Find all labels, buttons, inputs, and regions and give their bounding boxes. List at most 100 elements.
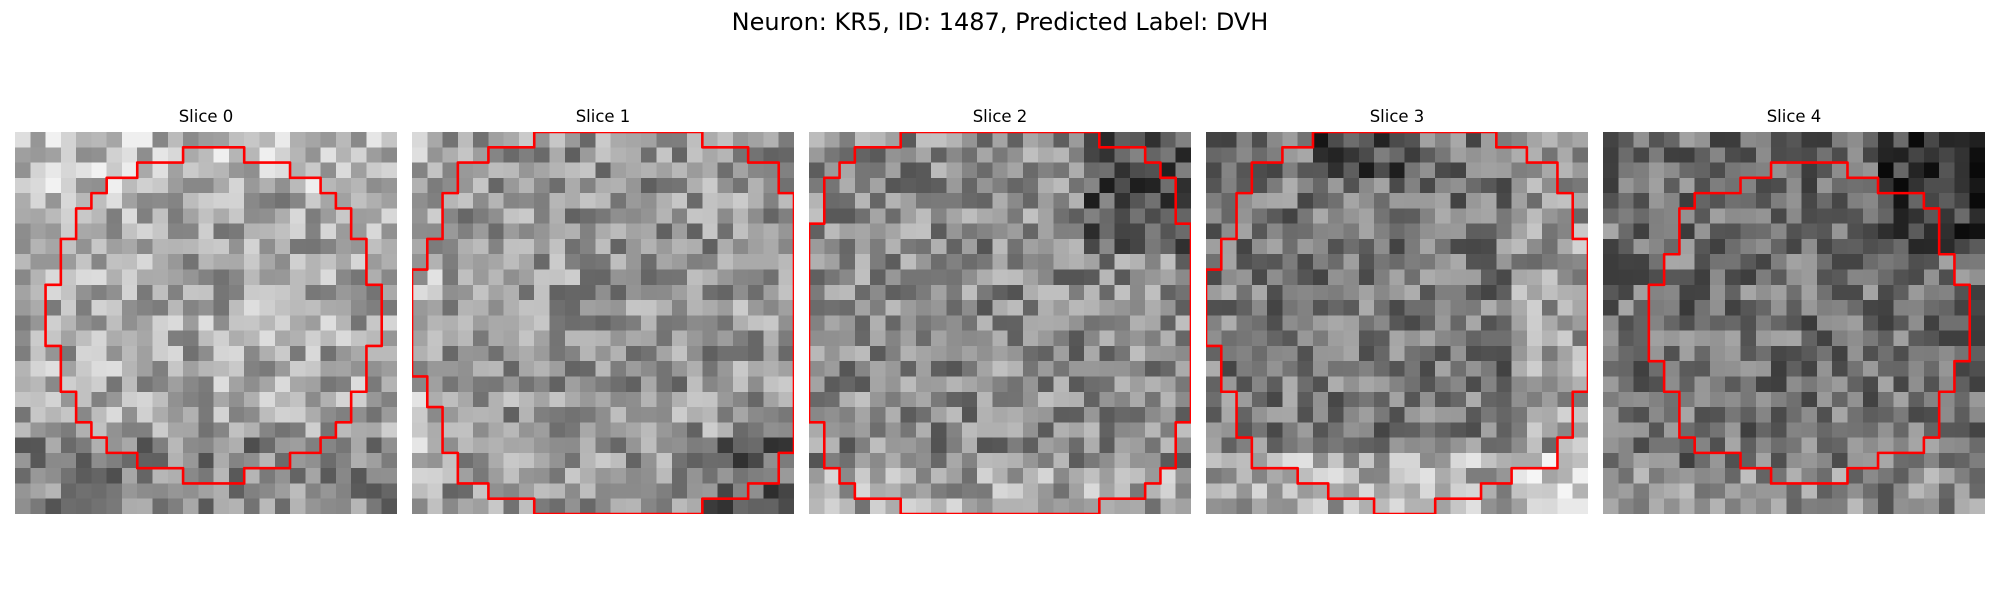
image-pixel — [1419, 238, 1436, 255]
image-pixel — [1603, 376, 1619, 393]
image-pixel — [915, 223, 932, 240]
image-pixel — [915, 422, 932, 438]
image-pixel — [1038, 208, 1054, 224]
image-pixel — [1862, 422, 1879, 438]
image-pixel — [198, 452, 214, 469]
image-pixel — [1954, 238, 1971, 255]
image-pixel — [1526, 330, 1543, 347]
image-pixel — [1053, 269, 1070, 286]
image-pixel — [137, 345, 153, 362]
image-pixel — [1740, 361, 1757, 377]
image-pixel — [518, 315, 535, 331]
image-pixel — [137, 361, 153, 377]
image-pixel — [1236, 345, 1253, 362]
image-pixel — [442, 361, 459, 377]
image-pixel — [1404, 162, 1421, 179]
image-pixel — [1465, 437, 1482, 454]
image-pixel — [1358, 300, 1375, 316]
image-pixel — [366, 483, 383, 500]
image-pixel — [748, 162, 764, 179]
image-pixel — [900, 361, 917, 377]
image-pixel — [320, 300, 337, 316]
image-pixel — [1969, 376, 1985, 393]
image-pixel — [1267, 315, 1283, 331]
image-pixel — [732, 391, 749, 408]
image-pixel — [748, 254, 764, 270]
image-pixel — [381, 315, 397, 331]
image-pixel — [457, 345, 474, 362]
image-pixel — [1969, 315, 1985, 331]
image-pixel — [1496, 223, 1512, 240]
image-pixel — [381, 422, 397, 438]
image-pixel — [1053, 361, 1070, 377]
image-pixel — [824, 483, 840, 500]
image-pixel — [442, 208, 459, 224]
image-pixel — [1694, 345, 1711, 362]
image-pixel — [1068, 238, 1085, 255]
image-pixel — [1572, 330, 1588, 347]
image-pixel — [442, 437, 459, 454]
image-pixel — [854, 177, 871, 194]
image-pixel — [671, 345, 688, 362]
image-pixel — [1664, 269, 1680, 286]
image-pixel — [1267, 223, 1283, 240]
image-pixel — [1251, 361, 1268, 377]
image-pixel — [1404, 132, 1421, 148]
image-pixel — [457, 238, 474, 255]
image-pixel — [427, 468, 443, 484]
image-pixel — [152, 315, 169, 331]
image-pixel — [1282, 315, 1298, 331]
image-pixel — [1633, 452, 1650, 469]
image-pixel — [1526, 483, 1543, 500]
image-pixel — [167, 284, 184, 301]
image-pixel — [1679, 147, 1695, 163]
image-pixel — [30, 193, 46, 209]
image-pixel — [1832, 345, 1848, 362]
image-pixel — [30, 284, 46, 301]
image-pixel — [503, 422, 520, 438]
image-pixel — [534, 483, 550, 500]
image-pixel — [152, 223, 169, 240]
image-pixel — [1312, 284, 1329, 301]
image-pixel — [503, 208, 520, 224]
image-pixel — [580, 147, 596, 163]
image-pixel — [992, 452, 1008, 469]
image-pixel — [1496, 498, 1512, 514]
image-pixel — [1221, 238, 1237, 255]
image-pixel — [228, 238, 245, 255]
image-pixel — [1007, 407, 1024, 423]
image-pixel — [1206, 147, 1222, 163]
image-pixel — [1114, 376, 1131, 393]
image-pixel — [1740, 284, 1757, 301]
image-pixel — [1374, 498, 1390, 514]
image-pixel — [595, 132, 611, 148]
image-pixel — [1786, 284, 1802, 301]
image-pixel — [1084, 208, 1100, 224]
image-pixel — [320, 147, 337, 163]
image-pixel — [1022, 452, 1039, 469]
image-pixel — [778, 361, 794, 377]
image-pixel — [15, 238, 31, 255]
image-pixel — [412, 407, 428, 423]
image-pixel — [137, 483, 153, 500]
image-pixel — [1908, 269, 1925, 286]
image-pixel — [1969, 208, 1985, 224]
image-pixel — [30, 162, 46, 179]
image-pixel — [1908, 437, 1925, 454]
image-pixel — [824, 284, 840, 301]
image-pixel — [1068, 422, 1085, 438]
image-pixel — [1465, 391, 1482, 408]
image-pixel — [1328, 483, 1344, 500]
image-pixel — [1358, 193, 1375, 209]
image-pixel — [1374, 437, 1390, 454]
image-pixel — [1542, 269, 1558, 286]
image-pixel — [656, 437, 673, 454]
image-pixel — [610, 269, 627, 286]
image-pixel — [60, 284, 77, 301]
image-pixel — [1022, 177, 1039, 194]
image-pixel — [961, 376, 978, 393]
image-pixel — [1297, 345, 1314, 362]
image-pixel — [717, 407, 734, 423]
image-pixel — [1404, 437, 1421, 454]
image-pixel — [1939, 361, 1955, 377]
